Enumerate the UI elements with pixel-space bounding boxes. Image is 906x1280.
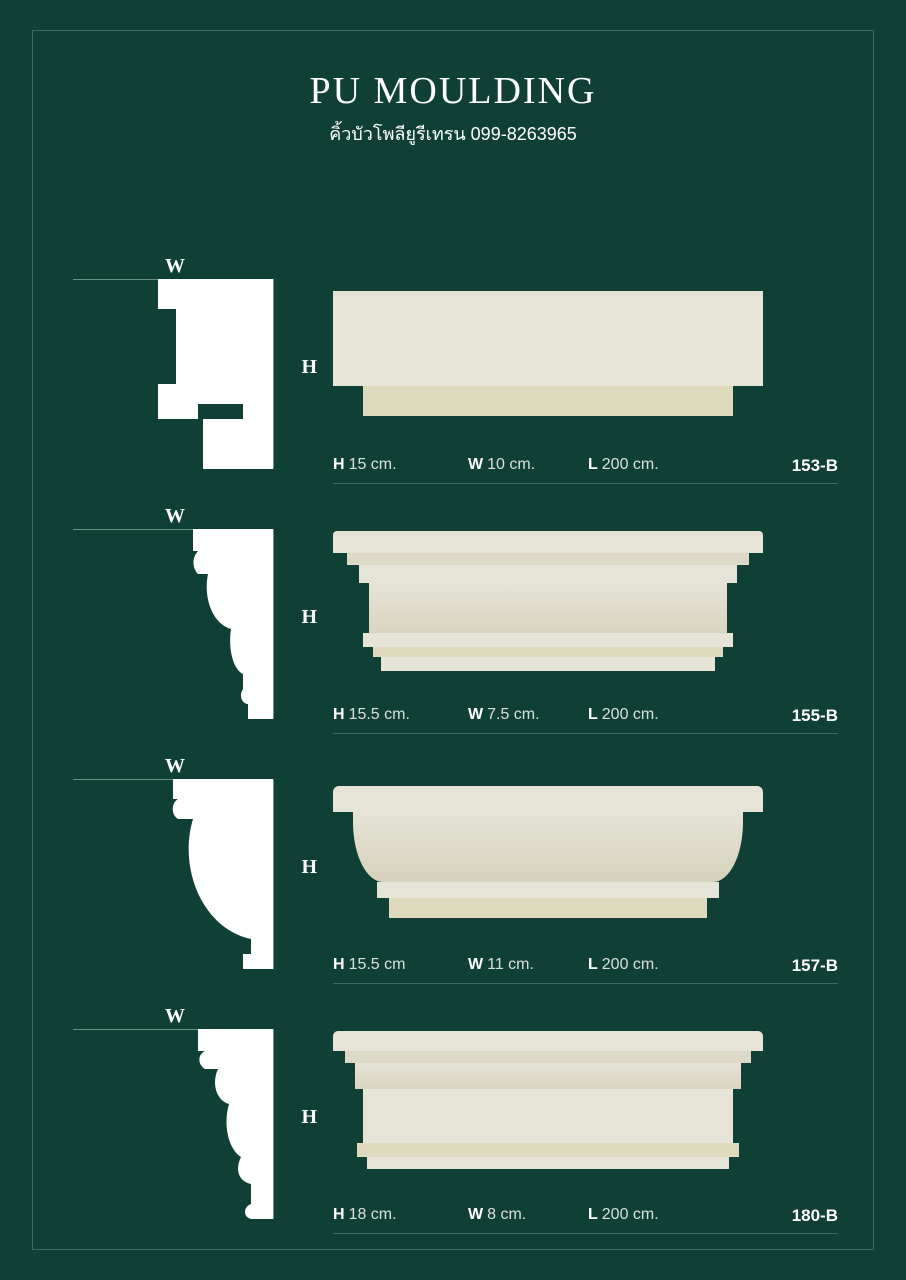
- h-label: H: [301, 606, 317, 629]
- product-sku: 153-B: [792, 456, 838, 476]
- dim-height: H18 cm.: [333, 1206, 397, 1224]
- h-label: H: [301, 1106, 317, 1129]
- dim-height: H15 cm.: [333, 456, 397, 474]
- row-divider: [333, 483, 838, 484]
- page-title: PU MOULDING: [33, 69, 873, 113]
- product-row: W H H18 cm. W8 cm. L200 cm. 180: [33, 1011, 873, 1261]
- guide-line: [273, 1029, 274, 1219]
- w-label: W: [165, 755, 185, 778]
- w-label: W: [165, 1005, 185, 1028]
- guide-line: [273, 529, 274, 719]
- dim-length: L200 cm.: [588, 1206, 659, 1224]
- profile-diagram: W H: [73, 261, 293, 471]
- product-sku: 155-B: [792, 706, 838, 726]
- page-subtitle: คิ้วบัวโพลียูรีเทรน 099-8263965: [33, 119, 873, 148]
- product-row: W H H15.5 cm W11 cm. L200 cm. 157-B: [33, 761, 873, 1011]
- guide-line: [273, 279, 274, 469]
- dim-height: H15.5 cm.: [333, 706, 410, 724]
- row-divider: [333, 733, 838, 734]
- row-divider: [333, 1233, 838, 1234]
- dim-length: L200 cm.: [588, 956, 659, 974]
- product-row: W H H15.5 cm. W7.5 cm. L200 cm: [33, 511, 873, 761]
- dim-length: L200 cm.: [588, 706, 659, 724]
- product-render: [333, 781, 763, 931]
- dim-width: W8 cm.: [468, 1206, 526, 1224]
- product-sku: 180-B: [792, 1206, 838, 1226]
- header: PU MOULDING คิ้วบัวโพลียูรีเทรน 099-8263…: [33, 31, 873, 148]
- product-render: [333, 1031, 763, 1181]
- profile-diagram: W H: [73, 511, 293, 721]
- profile-icon: [143, 279, 273, 469]
- dim-height: H15.5 cm: [333, 956, 405, 974]
- profile-icon: [143, 529, 273, 719]
- profile-icon: [143, 779, 273, 969]
- dim-width: W11 cm.: [468, 956, 534, 974]
- profile-diagram: W H: [73, 761, 293, 971]
- product-list: W H H15 cm.: [33, 261, 873, 1261]
- w-label: W: [165, 505, 185, 528]
- w-label: W: [165, 255, 185, 278]
- dim-width: W7.5 cm.: [468, 706, 540, 724]
- dim-width: W10 cm.: [468, 456, 535, 474]
- page-frame: PU MOULDING คิ้วบัวโพลียูรีเทรน 099-8263…: [32, 30, 874, 1250]
- product-render: [333, 281, 763, 431]
- product-row: W H H15 cm.: [33, 261, 873, 511]
- product-render: [333, 531, 763, 681]
- h-label: H: [301, 856, 317, 879]
- product-sku: 157-B: [792, 956, 838, 976]
- dim-length: L200 cm.: [588, 456, 659, 474]
- guide-line: [273, 779, 274, 969]
- h-label: H: [301, 356, 317, 379]
- row-divider: [333, 983, 838, 984]
- profile-diagram: W H: [73, 1011, 293, 1221]
- profile-icon: [143, 1029, 273, 1219]
